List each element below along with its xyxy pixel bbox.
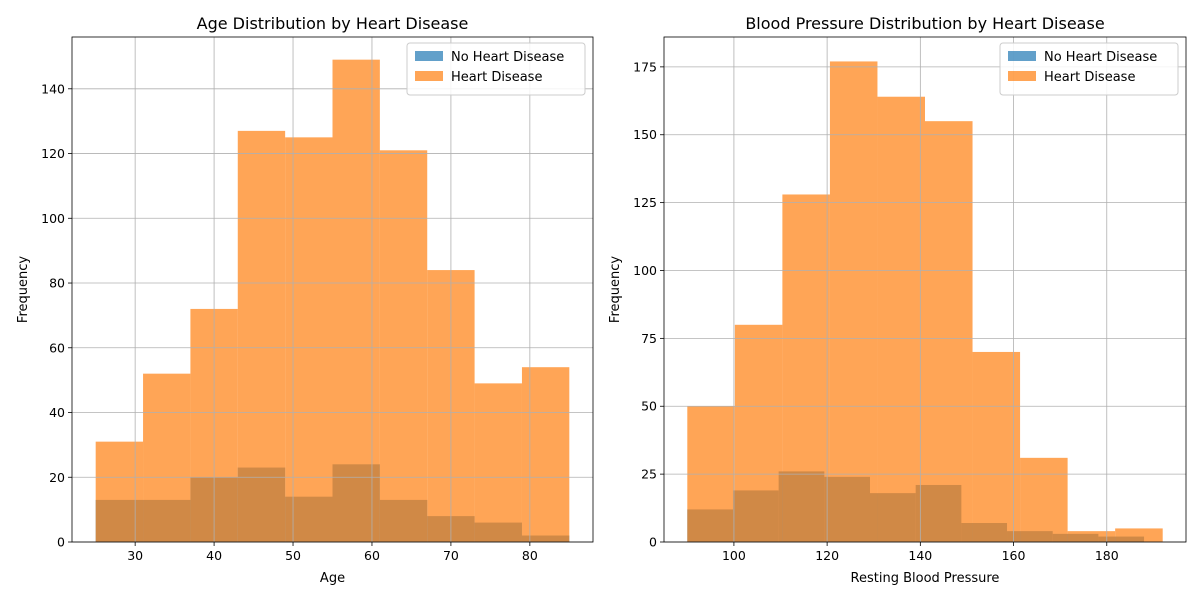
x-tick-label: 160 — [1002, 548, 1026, 563]
y-tick-label: 125 — [633, 195, 657, 210]
bar — [332, 59, 380, 543]
bar — [925, 121, 973, 543]
axes-frame — [663, 36, 1187, 543]
bar — [474, 383, 522, 542]
bar — [379, 150, 428, 543]
y-tick-label: 40 — [49, 405, 65, 420]
y-tick-label: 75 — [641, 331, 657, 346]
bar — [877, 96, 925, 542]
y-tick-label: 100 — [633, 263, 657, 278]
bar — [285, 137, 333, 542]
legend: No Heart Disease Heart Disease — [406, 42, 586, 96]
x-tick-label: 80 — [522, 548, 538, 563]
y-tick-label: 80 — [49, 276, 65, 291]
y-tick-label: 100 — [41, 211, 65, 226]
y-tick-label: 150 — [633, 127, 657, 142]
x-tick-label: 40 — [206, 548, 222, 563]
x-axis-label: Resting Blood Pressure — [851, 571, 1000, 586]
y-tick-label: 20 — [49, 470, 65, 485]
legend-box — [406, 42, 586, 96]
y-tick-label: 140 — [41, 81, 65, 96]
bar — [1020, 457, 1068, 542]
y-tick-label: 175 — [633, 59, 657, 74]
x-tick-label: 180 — [1095, 548, 1119, 563]
chart-2: 100 120 140 160 180 0 25 50 75 100 125 150 175 Blood … — [608, 14, 1187, 586]
y-tick-label: 50 — [641, 399, 657, 414]
legend-swatch — [415, 71, 443, 81]
bar — [95, 441, 144, 542]
bar — [829, 61, 878, 542]
grid — [72, 37, 593, 543]
y-tick-label: 120 — [41, 146, 65, 161]
y-axis-label: Frequency — [16, 256, 31, 323]
y-axis-label: Frequency — [608, 256, 623, 323]
bar — [143, 373, 191, 542]
x-tick-label: 70 — [443, 548, 459, 563]
y-tick-label: 0 — [649, 535, 657, 550]
x-tick-label: 50 — [285, 548, 301, 563]
y-tick-label: 60 — [49, 340, 65, 355]
chart-title: Age Distribution by Heart Disease — [197, 14, 469, 33]
x-tick-label: 120 — [815, 548, 839, 563]
x-tick-label: 100 — [722, 548, 746, 563]
legend-swatch — [415, 51, 443, 61]
legend-label: Heart Disease — [451, 70, 542, 85]
legend-label: Heart Disease — [1044, 70, 1135, 85]
bar — [1115, 528, 1163, 542]
bar — [782, 194, 830, 542]
bar — [972, 351, 1021, 542]
x-tick-label: 140 — [908, 548, 932, 563]
legend-swatch — [1008, 71, 1036, 81]
x-tick-label: 60 — [364, 548, 380, 563]
bar — [734, 324, 783, 542]
legend-label: No Heart Disease — [451, 50, 564, 65]
y-tick-label: 25 — [641, 467, 657, 482]
bar — [237, 130, 286, 542]
legend: No Heart Disease Heart Disease — [999, 42, 1179, 96]
legend-swatch — [1008, 51, 1036, 61]
x-tick-label: 30 — [127, 548, 143, 563]
legend-label: No Heart Disease — [1044, 50, 1157, 65]
axes-frame — [71, 36, 594, 543]
bar — [1067, 531, 1116, 542]
chart-title: Blood Pressure Distribution by Heart Dis… — [745, 14, 1104, 33]
legend-box — [999, 42, 1179, 96]
bar — [521, 367, 570, 542]
chart-1: 30 40 50 60 70 80 0 20 40 60 80 100 120 140 Age Distri… — [16, 14, 594, 586]
x-axis-label: Age — [320, 571, 345, 586]
y-tick-label: 0 — [57, 535, 65, 550]
